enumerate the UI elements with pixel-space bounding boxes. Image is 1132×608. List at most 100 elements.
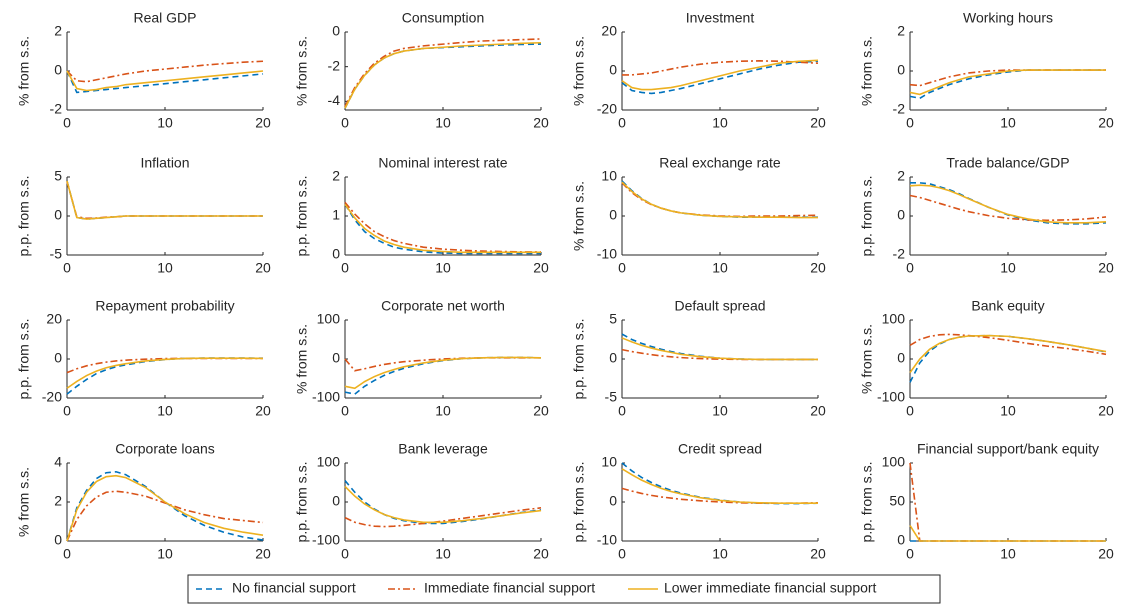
series-line (909, 462, 1106, 542)
x-tick-label: 0 (63, 403, 71, 419)
y-tick-label: 100 (317, 454, 341, 470)
y-tick-label: 0 (54, 350, 62, 366)
x-tick-label: 0 (618, 115, 626, 131)
x-tick-label: 20 (533, 546, 549, 562)
x-tick-label: 0 (341, 260, 349, 276)
x-tick-label: 20 (1098, 546, 1114, 562)
x-tick-label: 10 (435, 115, 451, 131)
x-tick-label: 0 (341, 403, 349, 419)
y-tick-label: -2 (893, 246, 906, 262)
subplot-title: Investment (686, 10, 755, 26)
y-tick-label: 10 (601, 168, 617, 184)
x-tick-label: 10 (1000, 546, 1016, 562)
series-line (344, 485, 542, 524)
y-tick-label: 5 (609, 311, 617, 327)
y-tick-label: 0 (897, 207, 905, 223)
x-tick-label: 20 (533, 403, 549, 419)
x-tick-label: 0 (906, 115, 914, 131)
series-line (66, 180, 263, 220)
x-tick-label: 10 (157, 260, 173, 276)
x-tick-label: 0 (341, 546, 349, 562)
y-axis-label: % from s.s. (294, 324, 310, 394)
y-tick-label: 0 (332, 23, 340, 39)
y-tick-label: -4 (328, 92, 341, 108)
y-axis-label: % from s.s. (294, 36, 310, 106)
subplot-title: Corporate loans (115, 441, 215, 457)
legend-label: Lower immediate financial support (664, 580, 877, 596)
y-axis-label: p.p. from s.s. (571, 462, 587, 543)
y-tick-label: 0 (897, 532, 905, 548)
legend-label: Immediate financial support (424, 580, 595, 596)
y-tick-label: 0 (897, 62, 905, 78)
y-tick-label: 2 (54, 493, 62, 509)
y-tick-label: -2 (328, 57, 341, 73)
x-tick-label: 0 (63, 115, 71, 131)
subplot-title: Working hours (963, 10, 1053, 26)
x-tick-label: 20 (810, 260, 826, 276)
y-axis-label: p.p. from s.s. (859, 462, 875, 543)
x-tick-label: 20 (1098, 260, 1114, 276)
subplot-title: Default spread (674, 298, 765, 314)
x-tick-label: 0 (63, 260, 71, 276)
series-line (66, 470, 264, 542)
x-tick-label: 20 (1098, 115, 1114, 131)
x-tick-label: 0 (618, 260, 626, 276)
x-tick-label: 10 (1000, 115, 1016, 131)
series-line (66, 180, 263, 220)
y-tick-label: -2 (893, 101, 906, 117)
series-line (66, 357, 264, 389)
x-tick-label: 0 (341, 115, 349, 131)
y-axis-label: p.p. from s.s. (859, 176, 875, 257)
series-line (909, 69, 1106, 100)
subplot-title: Bank leverage (398, 441, 488, 457)
subplot-title: Financial support/bank equity (917, 441, 1099, 457)
series-line (344, 203, 541, 254)
y-tick-label: 0 (609, 493, 617, 509)
series-line (909, 333, 1107, 356)
y-axis-label: p.p. from s.s. (294, 176, 310, 257)
series-line (909, 69, 1106, 96)
x-tick-label: 0 (618, 403, 626, 419)
y-tick-label: -20 (42, 389, 62, 405)
series-line (621, 337, 818, 361)
series-line (621, 468, 818, 504)
y-tick-label: 20 (601, 23, 617, 39)
x-tick-label: 10 (712, 260, 728, 276)
series-line (344, 43, 542, 109)
y-tick-label: 1 (332, 207, 340, 223)
series-line (344, 480, 542, 525)
y-tick-label: -100 (312, 532, 340, 548)
x-tick-label: 0 (906, 260, 914, 276)
y-tick-label: 0 (332, 350, 340, 366)
y-axis-label: % from s.s. (16, 36, 32, 106)
y-tick-label: -2 (50, 101, 63, 117)
x-tick-label: 10 (712, 546, 728, 562)
subplot-title: Real GDP (133, 10, 196, 26)
series-line (909, 194, 1107, 222)
series-line (66, 70, 264, 92)
series-line (621, 180, 818, 218)
y-tick-label: -100 (312, 389, 340, 405)
x-tick-label: 0 (906, 546, 914, 562)
y-tick-label: 2 (897, 23, 905, 39)
y-axis-label: % from s.s. (571, 36, 587, 106)
subplot-title: Repayment probability (95, 298, 234, 314)
x-tick-label: 10 (435, 546, 451, 562)
series-line (344, 201, 541, 253)
y-tick-label: 5 (54, 168, 62, 184)
y-axis-label: % from s.s. (571, 181, 587, 251)
x-tick-label: 10 (1000, 403, 1016, 419)
x-tick-label: 20 (810, 115, 826, 131)
series-line (344, 203, 541, 255)
y-tick-label: -5 (605, 389, 618, 405)
series-line (621, 462, 819, 505)
y-tick-label: 0 (897, 350, 905, 366)
series-line (909, 184, 1107, 224)
x-tick-label: 20 (255, 260, 271, 276)
y-axis-label: % from s.s. (859, 324, 875, 394)
series-line (621, 60, 819, 95)
x-tick-label: 10 (1000, 260, 1016, 276)
x-tick-label: 10 (157, 546, 173, 562)
series-line (909, 334, 1107, 374)
y-tick-label: 2 (897, 168, 905, 184)
